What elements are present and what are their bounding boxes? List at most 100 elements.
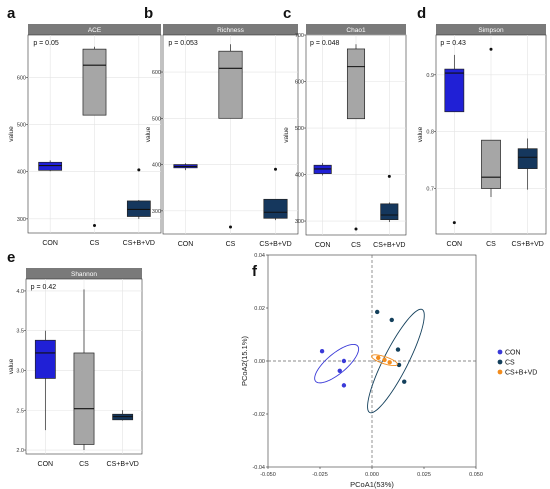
y-tick-label: 600	[295, 80, 304, 86]
x-tick-label: 0.050	[469, 472, 483, 478]
y-tick-label: 4.0	[16, 289, 24, 295]
legend-label: CS	[505, 359, 515, 366]
panel-c: c Chao1 300 400 500 600 700 value p = 0.048 CON CS…	[283, 5, 407, 249]
x-tick-label: CON	[315, 242, 331, 249]
x-tick-label: CS	[79, 461, 89, 468]
outlier-point	[489, 47, 493, 51]
p-value-label: p = 0.053	[168, 40, 197, 47]
box	[34, 339, 56, 379]
x-tick-label: CS+B+VD	[259, 241, 291, 248]
x-tick-label: CS	[486, 241, 496, 248]
strip-background	[306, 24, 406, 35]
y-tick-label: 300	[17, 217, 26, 223]
data-point	[319, 348, 325, 354]
outlier-point	[229, 225, 232, 229]
y-tick-label: 2.5	[16, 408, 24, 414]
box	[444, 68, 465, 113]
p-value-label: p = 0.05	[33, 40, 59, 47]
strip-title: Shannon	[71, 271, 97, 278]
x-tick-label: CS	[351, 242, 361, 249]
y-tick-label: 300	[152, 209, 161, 215]
y-tick-label: 500	[152, 116, 161, 122]
y-tick-label: 0.04	[254, 253, 265, 259]
x-tick-label: -0.025	[312, 472, 328, 478]
confidence-ellipse	[371, 354, 398, 367]
y-tick-label: 400	[152, 163, 161, 169]
data-point	[376, 355, 381, 361]
y-tick-label: 500	[17, 123, 26, 129]
data-point	[387, 360, 392, 365]
box	[73, 352, 95, 445]
box	[38, 161, 63, 171]
y-tick-label: 3.0	[16, 368, 24, 374]
panel-e: e Shannon 2.0 2.5 3.0 3.5 4.0 value p = 0.42 CON C…	[7, 249, 143, 468]
data-point	[396, 362, 402, 368]
outlier-point	[137, 168, 141, 172]
outlier-point	[93, 223, 96, 227]
y-tick-label: 400	[295, 173, 304, 179]
x-tick-label: CS	[226, 241, 236, 248]
x-tick-label: CON	[447, 241, 463, 248]
data-point	[337, 368, 342, 374]
y-tick-label: -0.04	[252, 465, 265, 471]
legend-marker	[497, 349, 503, 355]
panel-letter: a	[7, 5, 16, 22]
data-point	[375, 309, 380, 315]
box	[82, 48, 107, 116]
box	[126, 200, 151, 217]
panel-letter: d	[417, 5, 426, 22]
y-axis-label: value	[145, 126, 152, 142]
y-tick-label: 0.7	[426, 187, 434, 193]
p-value-label: p = 0.43	[440, 40, 466, 47]
x-tick-label: CS+B+VD	[373, 242, 405, 249]
x-tick-label: 0.000	[365, 472, 379, 478]
x-tick-label: CS	[90, 240, 100, 247]
strip-background	[26, 268, 142, 279]
strip-title: Simpson	[478, 27, 504, 34]
x-axis-label: PCoA1(53%)	[350, 480, 394, 489]
strip-title: Richness	[217, 27, 244, 34]
confidence-ellipse	[314, 343, 360, 384]
outlier-point	[354, 227, 358, 231]
panel-letter: e	[7, 249, 15, 266]
outlier-point	[274, 167, 277, 171]
y-tick-label: 700	[295, 33, 304, 39]
panel-f: f -0.050 -0.025 0.000 0.025 0.050 -0.04 -0.02 0.…	[240, 253, 537, 489]
y-tick-label: 500	[295, 126, 304, 132]
data-point	[341, 358, 347, 364]
panel-letter: b	[144, 5, 153, 22]
legend-label: CON	[505, 349, 521, 356]
x-tick-label: CS+B+VD	[123, 240, 155, 247]
panel-a: a ACE 300 400 500 600 value p = 0.05 CON CS CS+B+V…	[7, 5, 162, 247]
panel-letter: f	[252, 263, 258, 280]
box	[481, 139, 501, 189]
x-tick-label: CS+B+VD	[512, 241, 544, 248]
outlier-point	[452, 221, 456, 225]
box	[517, 148, 538, 169]
box	[380, 203, 399, 221]
x-tick-label: -0.050	[260, 472, 276, 478]
data-point	[395, 347, 401, 352]
y-tick-label: 3.5	[16, 329, 24, 335]
y-tick-label: 400	[17, 170, 26, 176]
x-tick-label: CON	[42, 240, 58, 247]
box	[263, 198, 288, 219]
y-tick-label: 0.8	[426, 130, 434, 136]
confidence-ellipse	[367, 308, 425, 414]
box	[346, 48, 366, 120]
outlier-point	[387, 174, 391, 178]
y-tick-label: 0.00	[254, 359, 265, 365]
y-tick-label: 0.02	[254, 306, 265, 312]
data-point	[341, 383, 347, 388]
x-tick-label: CON	[38, 461, 54, 468]
p-value-label: p = 0.42	[31, 284, 57, 291]
y-tick-label: 600	[152, 70, 161, 76]
panel-b: b Richness 300 400 500 600 value p = 0.053 CON CS…	[144, 5, 299, 248]
strip-background	[28, 24, 161, 35]
strip-background	[163, 24, 298, 35]
legend-marker	[497, 369, 503, 375]
p-value-label: p = 0.048	[310, 40, 339, 47]
strip-background	[436, 24, 546, 35]
y-tick-label: 0.9	[426, 73, 434, 79]
